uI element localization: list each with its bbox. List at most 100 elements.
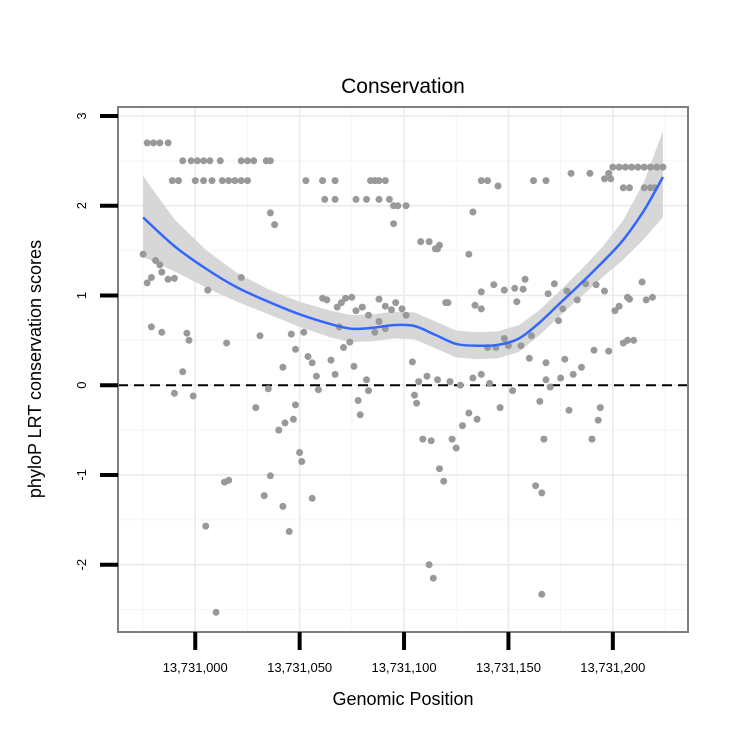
data-point (296, 449, 304, 456)
data-point (477, 305, 485, 313)
data-point (423, 372, 431, 380)
data-point (292, 401, 299, 409)
data-point (640, 184, 648, 192)
data-point (429, 574, 437, 582)
data-point (331, 195, 339, 203)
data-point (266, 209, 274, 217)
x-tick-label: 13,731,050 (267, 660, 332, 675)
data-point (337, 299, 345, 307)
y-tick-label: 2 (74, 202, 89, 209)
data-point (628, 163, 636, 171)
data-point (308, 359, 316, 367)
data-point (646, 163, 654, 171)
data-point (594, 416, 602, 424)
data-point (308, 494, 316, 502)
data-point (250, 157, 258, 165)
data-point (231, 177, 239, 185)
data-point (425, 238, 433, 246)
data-point (469, 374, 477, 382)
data-point (183, 329, 191, 337)
data-point (605, 169, 613, 177)
data-point (327, 356, 335, 364)
data-point (609, 163, 617, 171)
data-point (206, 157, 214, 165)
data-point (375, 195, 383, 203)
y-tick-label: 1 (74, 292, 89, 299)
data-point (298, 458, 306, 465)
data-point (540, 435, 548, 443)
data-point (513, 298, 521, 306)
data-point (452, 444, 460, 452)
data-point (440, 477, 448, 485)
data-point (565, 406, 573, 414)
data-point (279, 502, 287, 510)
data-point (436, 241, 443, 249)
data-point (567, 169, 575, 177)
data-point (302, 177, 310, 185)
data-point (312, 372, 320, 380)
data-point (427, 437, 435, 445)
y-tick-label: 0 (74, 382, 89, 389)
data-point (588, 435, 596, 443)
data-point (266, 472, 274, 480)
data-point (200, 157, 208, 165)
y-axis: -2 -1 0 1 2 3 (74, 112, 118, 570)
data-point (573, 296, 581, 304)
data-point (415, 378, 423, 386)
data-point (408, 358, 416, 366)
data-point (371, 328, 379, 336)
data-point (179, 368, 187, 376)
data-point (175, 177, 182, 185)
data-point (375, 318, 383, 325)
data-point (271, 221, 279, 229)
data-point (156, 261, 164, 269)
data-point (147, 274, 155, 281)
x-tick-label: 13,731,000 (163, 660, 228, 675)
data-point (569, 370, 577, 378)
data-point (411, 391, 418, 399)
data-point (527, 332, 535, 340)
data-point (642, 296, 650, 304)
data-point (611, 307, 619, 315)
data-point (634, 163, 642, 171)
data-point (289, 415, 297, 423)
data-point (358, 303, 366, 311)
data-point (363, 195, 370, 203)
data-point (156, 139, 164, 147)
data-point (638, 278, 646, 286)
data-point (292, 345, 299, 353)
data-point (626, 295, 633, 303)
data-point (542, 177, 550, 185)
data-point (557, 374, 565, 382)
data-point (218, 177, 226, 185)
data-point (256, 332, 264, 340)
data-point (179, 157, 187, 165)
data-point (459, 422, 466, 430)
data-point (225, 476, 233, 484)
data-point (381, 302, 389, 310)
data-point (223, 339, 231, 347)
data-point (350, 362, 358, 370)
y-tick-label: -1 (74, 469, 89, 481)
data-point (469, 208, 477, 216)
data-point (394, 202, 402, 210)
data-point (237, 274, 245, 281)
x-axis: 13,731,000 13,731,050 13,731,100 13,731,150… (163, 632, 645, 675)
data-point (342, 294, 350, 302)
data-point (187, 157, 195, 165)
data-point (601, 287, 608, 295)
data-point (486, 379, 494, 387)
data-point (365, 387, 372, 395)
data-point (659, 163, 667, 171)
data-point (244, 157, 251, 165)
data-point (314, 386, 322, 394)
data-point (375, 177, 383, 185)
data-point (237, 177, 245, 185)
data-point (477, 370, 485, 378)
data-point (202, 522, 210, 530)
data-point (164, 275, 172, 283)
data-point (390, 220, 398, 228)
chart-title: Conservation (341, 75, 465, 98)
data-points (139, 139, 667, 616)
